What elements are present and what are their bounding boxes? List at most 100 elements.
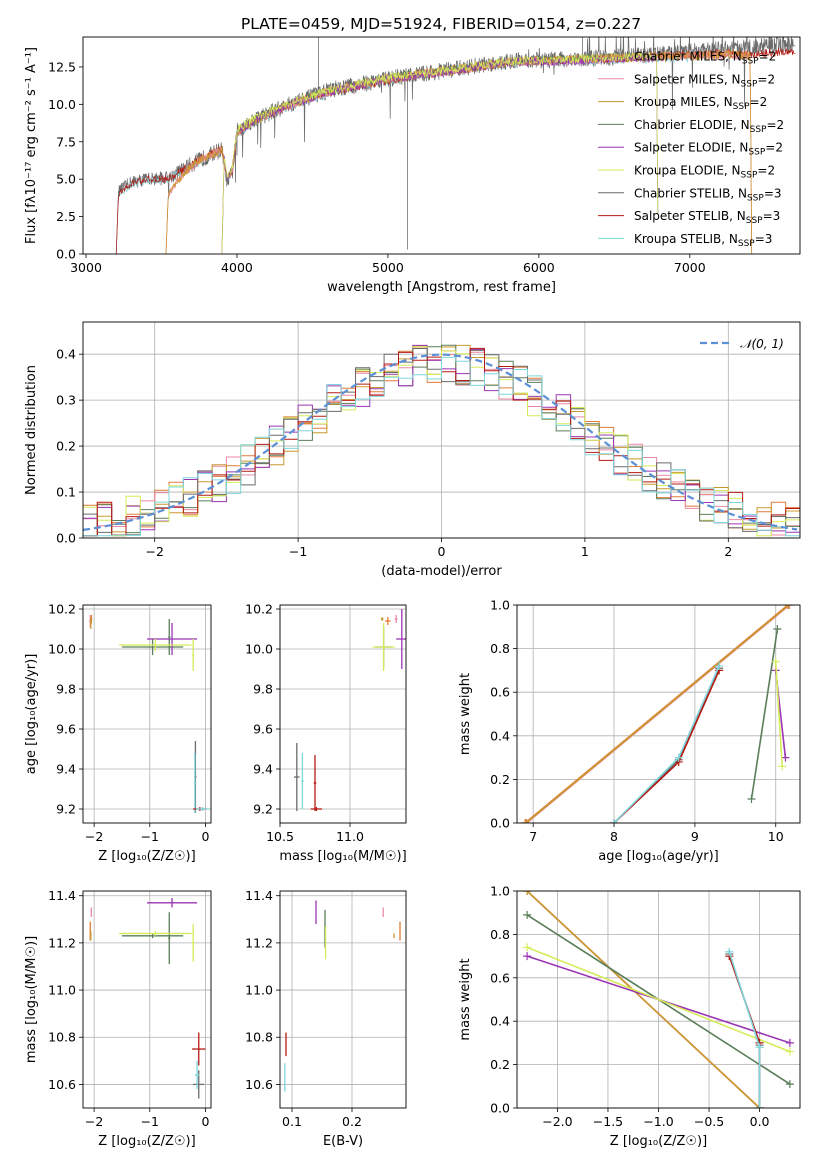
legend-label-chabrier-miles: Chabrier MILES, NSSP=2 — [634, 50, 776, 67]
mass-vs-EBV-marks — [284, 900, 401, 1092]
mass-weight-vs-age-marker-chabrier-elodie — [747, 795, 756, 804]
spectrum-xlabel: wavelength [Angstrom, rest frame] — [327, 280, 556, 295]
age-vs-Z-xtick-label: −2 — [85, 829, 103, 844]
residuals-ytick-label: 0.1 — [56, 485, 76, 500]
age-vs-mass-plot: 10.5 11.0 9.2 9.4 9.6 9.8 10.0 10.2 mass [log₁₀(… — [245, 602, 407, 865]
age-vs-mass-frame — [279, 604, 407, 824]
mass-weight-vs-Z-line-kroupa-miles — [526, 891, 761, 1108]
mass-weight-vs-age-line-kroupa-elodie — [774, 661, 783, 767]
age-vs-mass-ytick-label: 10.2 — [245, 602, 273, 617]
spectrum-xtick-label: 7000 — [674, 260, 706, 275]
mass-weight-vs-age-xtick-label: 10 — [768, 829, 784, 844]
mass-weight-vs-Z-xtick-label: −1.5 — [593, 1114, 623, 1129]
mass-weight-vs-age-marker-salpeter-elodie — [781, 753, 790, 762]
spectrum-legend: Chabrier MILES, NSSP=2 Salpeter MILES, NS… — [598, 50, 784, 249]
residuals-frame — [82, 321, 801, 539]
mass-weight-vs-age-ytick-label: 0.8 — [490, 641, 510, 656]
age-vs-mass-xtick-label: 11.0 — [336, 829, 364, 844]
mass-weight-vs-age-ytick-label: 0.4 — [490, 728, 510, 743]
age-vs-mass-ytick-label: 9.8 — [253, 682, 273, 697]
mass-weight-vs-age-line-chabrier-elodie — [750, 628, 779, 800]
mass-weight-vs-Z-marker-kroupa-stelib — [755, 1104, 764, 1108]
mass-vs-EBV-plot: 0.1 0.2 10.6 10.8 11.0 11.2 11.4 E(B-V) — [245, 888, 407, 1149]
spectrum-frame — [82, 36, 801, 255]
mass-weight-vs-age-ylabel: mass weight — [458, 673, 473, 755]
mass-weight-vs-age-ytick-label: 0.0 — [490, 816, 510, 831]
spectrum-line-salpeter-elodie — [221, 53, 659, 254]
mass-vs-Z-ytick-label: 10.8 — [48, 1030, 76, 1045]
mass-vs-Z-xtick-label: 0 — [201, 1114, 209, 1129]
mass-weight-vs-Z-marker-kroupa-stelib — [755, 1043, 764, 1052]
mass-weight-vs-age-xtick-label: 9 — [691, 829, 699, 844]
residuals-xtick-label: 2 — [724, 544, 732, 559]
mass-vs-EBV-ytick-label: 11.2 — [245, 935, 273, 950]
age-vs-Z-ytick-label: 9.4 — [56, 762, 76, 777]
mass-vs-EBV-xlabel: E(B-V) — [323, 1134, 363, 1149]
residuals-legend: 𝒩(0, 1) — [700, 337, 784, 351]
age-vs-mass-xtick-label: 10.5 — [266, 829, 294, 844]
spectrum-marks — [115, 37, 796, 254]
mass-weight-vs-age-marker-kroupa-elodie — [778, 762, 787, 771]
mass-weight-vs-age-marker-chabrier-elodie — [773, 624, 782, 633]
mass-weight-vs-Z-ytick-label: 1.0 — [490, 884, 510, 899]
mass-weight-vs-Z-ylabel: mass weight — [458, 958, 473, 1040]
mass-weight-vs-age-marker-salpeter-miles — [785, 605, 794, 609]
spectrum-ylabel: Flux [fλ10⁻¹⁷ erg cm⁻² s⁻¹ A⁻¹] — [24, 47, 39, 244]
legend-label-salpeter-elodie: Salpeter ELODIE, NSSP=2 — [634, 141, 783, 158]
mass-weight-vs-Z-ytick-label: 0.2 — [490, 1057, 510, 1072]
spectrum-ytick-label: 0.0 — [56, 247, 76, 262]
mass-weight-vs-Z-marker-kroupa-miles — [523, 891, 532, 895]
age-vs-Z-ytick-label: 9.2 — [56, 802, 76, 817]
spectrum-xtick-label: 4000 — [221, 260, 253, 275]
residuals-xtick-label: −1 — [289, 544, 307, 559]
mass-weight-vs-age-marker-salpeter-miles — [522, 819, 531, 823]
legend-label-normal: 𝒩(0, 1) — [740, 337, 784, 351]
legend-label-kroupa-elodie: Kroupa ELODIE, NSSP=2 — [634, 164, 775, 181]
legend-label-salpeter-stelib: Salpeter STELIB, NSSP=3 — [634, 209, 780, 226]
spectrum-ytick-label: 5.0 — [56, 172, 76, 187]
age-vs-mass-ytick-label: 9.6 — [253, 722, 273, 737]
mass-weight-vs-Z-marks — [523, 891, 794, 1108]
mass-weight-vs-Z-xtick-label: −1.0 — [643, 1114, 673, 1129]
mass-weight-vs-age-xtick-label: 8 — [610, 829, 618, 844]
mass-vs-Z-ytick-label: 11.2 — [48, 935, 76, 950]
legend-label-chabrier-stelib: Chabrier STELIB, NSSP=3 — [634, 186, 782, 203]
age-vs-mass-ytick-label: 10.0 — [245, 642, 273, 657]
mass-weight-vs-age-marker-chabrier-miles — [783, 605, 792, 609]
age-vs-Z-ytick-label: 9.8 — [56, 682, 76, 697]
legend-label-kroupa-stelib: Kroupa STELIB, NSSP=3 — [634, 232, 772, 249]
mass-weight-vs-Z-marker-kroupa-elodie — [523, 943, 532, 952]
spectrum-ytick-label: 2.5 — [56, 209, 76, 224]
mass-weight-vs-age-plot: 7 8 9 10 0.0 0.2 0.4 0.6 0.8 1.0 age [log₁₀(age/yr… — [458, 598, 801, 864]
mass-vs-Z-xlabel: Z [log₁₀(Z/Z☉)] — [98, 1134, 195, 1149]
mass-vs-Z-marks — [89, 898, 206, 1099]
mass-vs-Z-plot: −2 −1 0 10.6 10.8 11.0 11.2 11.4 Z [log₁₀(Z/Z☉)]… — [24, 888, 212, 1149]
spectrum-ytick-label: 7.5 — [56, 134, 76, 149]
spectrum-xtick-label: 3000 — [70, 260, 102, 275]
mass-weight-vs-Z-marker-chabrier-elodie — [523, 910, 532, 919]
age-vs-Z-xtick-label: −1 — [141, 829, 159, 844]
mass-weight-vs-age-frame — [516, 604, 801, 824]
mass-weight-vs-Z-marker-kroupa-elodie — [785, 1047, 794, 1056]
mass-vs-Z-ytick-label: 11.4 — [48, 888, 76, 903]
mass-weight-vs-age-marker-kroupa-elodie — [771, 657, 780, 666]
mass-weight-vs-Z-xlabel: Z [log₁₀(Z/Z☉)] — [610, 1134, 707, 1149]
mass-weight-vs-Z-marker-salpeter-elodie — [523, 952, 532, 961]
spectrum-ytick-label: 12.5 — [48, 59, 76, 74]
residuals-ytick-label: 0.0 — [56, 531, 76, 546]
mass-vs-EBV-ytick-label: 10.8 — [245, 1030, 273, 1045]
age-vs-Z-xlabel: Z [log₁₀(Z/Z☉)] — [98, 849, 195, 864]
mass-weight-vs-age-marker-chabrier-miles — [521, 819, 530, 823]
mass-weight-vs-age-marker-kroupa-miles — [521, 819, 530, 823]
age-vs-Z-ytick-label: 9.6 — [56, 722, 76, 737]
age-vs-Z-plot: −2 −1 0 9.2 9.4 9.6 9.8 10.0 10.2 Z [log₁₀(Z/Z☉)]… — [24, 602, 212, 864]
age-vs-Z-ylabel: age [log₁₀(age/yr)] — [24, 654, 39, 775]
normal-curve — [83, 353, 798, 531]
age-vs-Z-frame — [82, 604, 212, 824]
spectrum-title: PLATE=0459, MJD=51924, FIBERID=0154, z=0… — [241, 15, 641, 33]
mass-weight-vs-Z-ytick-label: 0.4 — [490, 1014, 510, 1029]
mass-weight-vs-age-xlabel: age [log₁₀(age/yr)] — [598, 849, 719, 864]
residuals-ylabel: Normed distribution — [24, 365, 39, 495]
mass-weight-vs-Z-frame — [516, 890, 801, 1109]
age-vs-mass-marks — [294, 609, 406, 811]
